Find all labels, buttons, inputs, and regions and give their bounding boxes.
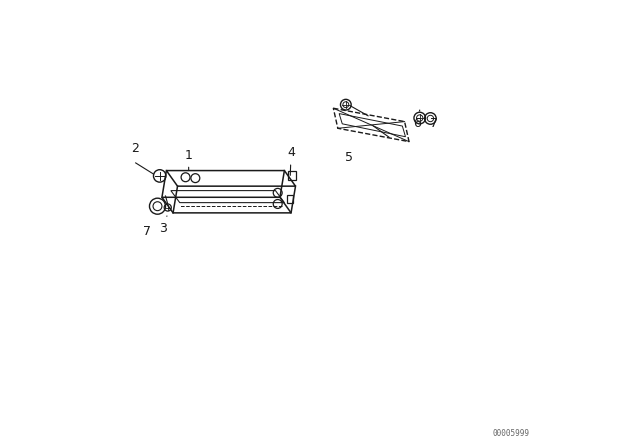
Text: 5: 5	[345, 151, 353, 164]
Text: 1: 1	[185, 149, 193, 170]
Text: 00005999: 00005999	[492, 429, 529, 438]
Text: 3: 3	[159, 216, 167, 235]
Bar	[287, 194, 293, 202]
Text: 7: 7	[429, 116, 438, 129]
Text: 6: 6	[413, 110, 421, 129]
Text: 7: 7	[143, 225, 151, 238]
Text: 2: 2	[131, 142, 139, 155]
Text: 4: 4	[287, 146, 295, 175]
Bar	[288, 171, 296, 181]
